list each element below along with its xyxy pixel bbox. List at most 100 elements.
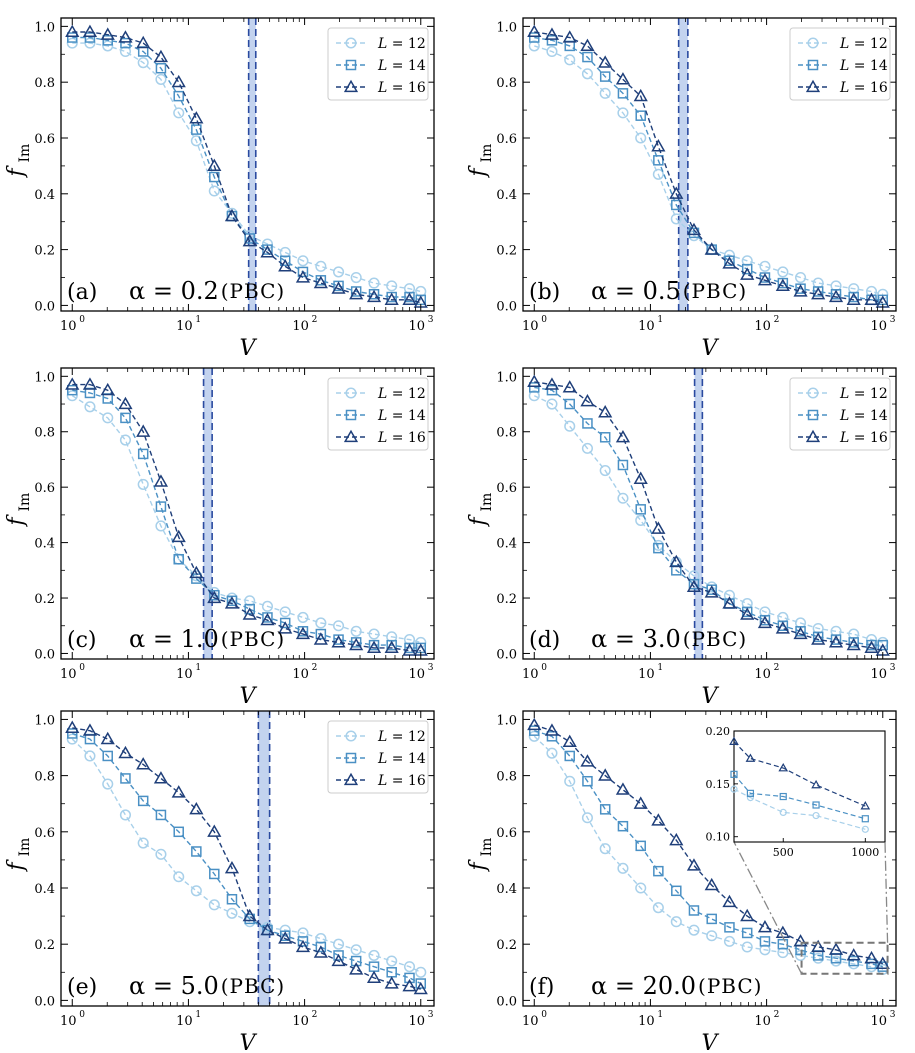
y-tick-label: 0.0: [34, 647, 55, 662]
data-point: [189, 565, 204, 579]
data-point: [226, 893, 238, 905]
data-point: [137, 57, 149, 69]
zoom-connector: [884, 841, 889, 943]
data-point: [793, 284, 808, 297]
data-point: [635, 514, 647, 526]
data-point: [415, 636, 427, 648]
y-axis-label: f Im: [4, 144, 33, 179]
data-point: [669, 186, 684, 199]
legend-label: L = 14: [377, 408, 426, 424]
x-tick-label: 10: [60, 1014, 77, 1029]
data-point: [65, 377, 80, 390]
data-point: [617, 862, 629, 874]
critical-band: [694, 368, 703, 659]
x-axis-label: V: [240, 336, 258, 361]
x-tick-label: 10: [292, 319, 309, 334]
x-tick-label: 10: [870, 319, 887, 334]
y-tick-label: 1.0: [496, 713, 517, 728]
data-point: [741, 941, 753, 953]
legend-marker: [807, 37, 819, 49]
series-line-L16: [72, 31, 421, 304]
data-point: [67, 384, 78, 396]
y-tick-label: 0.4: [34, 537, 55, 552]
data-point: [209, 868, 220, 880]
data-point: [706, 930, 718, 942]
data-point: [741, 263, 753, 275]
inset-x-tick-label: 500: [773, 846, 794, 859]
data-point: [580, 754, 595, 767]
data-point: [350, 955, 362, 967]
data-point: [599, 71, 611, 82]
x-tick-exponent: 2: [774, 315, 780, 325]
data-point: [546, 35, 558, 46]
data-point: [794, 271, 807, 284]
data-point: [598, 55, 613, 68]
inset-data-point: [811, 779, 821, 789]
y-axis-label-main: f: [466, 165, 491, 179]
data-point: [350, 625, 362, 637]
inset-data-point: [860, 801, 871, 810]
data-point: [562, 380, 577, 393]
series-line-L12: [71, 395, 421, 644]
data-point: [153, 474, 169, 487]
data-point: [527, 24, 542, 38]
y-axis-label: f Im: [4, 838, 33, 873]
x-tick-label: 10: [754, 667, 771, 682]
data-point: [331, 635, 346, 648]
panel-bc: (PBC): [221, 974, 285, 998]
data-point: [384, 292, 399, 305]
legend-label: L = 12: [377, 36, 426, 52]
data-point: [633, 796, 648, 809]
data-point: [848, 955, 859, 967]
x-tick-exponent: 0: [79, 315, 85, 325]
legend-marker: [345, 387, 357, 399]
series-line-L14: [72, 389, 421, 649]
data-point: [828, 289, 844, 303]
data-point: [315, 933, 327, 945]
data-point: [366, 640, 382, 654]
legend-box: [327, 720, 429, 794]
data-point: [723, 935, 736, 947]
data-point: [581, 812, 593, 824]
inset-series-line: [733, 788, 866, 830]
data-point: [617, 459, 629, 471]
data-point: [82, 377, 98, 390]
data-point: [313, 632, 328, 645]
data-point: [527, 374, 542, 387]
x-tick-exponent: 0: [79, 1010, 85, 1020]
x-tick-exponent: 1: [195, 1010, 201, 1020]
series-line-L14: [534, 386, 883, 646]
x-tick-exponent: 3: [890, 1010, 896, 1020]
data-point: [793, 934, 808, 947]
data-point: [544, 723, 560, 736]
data-point: [544, 27, 560, 40]
data-point: [155, 73, 167, 85]
data-point: [224, 861, 240, 874]
data-point: [295, 626, 311, 640]
zoom-box: [800, 941, 889, 975]
data-point: [315, 628, 327, 640]
x-tick-exponent: 1: [657, 663, 663, 673]
data-point: [635, 504, 646, 515]
data-point: [279, 924, 291, 936]
x-tick-label: 10: [870, 667, 887, 682]
x-tick-exponent: 2: [312, 663, 318, 673]
data-point: [598, 768, 613, 781]
data-point: [581, 442, 593, 454]
x-tick-exponent: 2: [774, 1010, 780, 1020]
data-point: [617, 492, 629, 504]
data-point: [777, 938, 789, 950]
x-tick-label: 10: [754, 319, 771, 334]
legend-label: L = 16: [377, 430, 426, 446]
x-tick-exponent: 0: [79, 663, 85, 673]
x-tick-exponent: 1: [195, 315, 201, 325]
data-point: [155, 62, 167, 74]
data-point: [295, 270, 311, 283]
data-point: [686, 579, 702, 593]
data-point: [527, 717, 542, 731]
data-point: [415, 966, 427, 978]
data-point: [190, 885, 202, 897]
inset-x-tick-label: 1000: [851, 846, 879, 859]
data-point: [137, 795, 149, 807]
panel-alpha: α = 3.0: [591, 625, 681, 653]
